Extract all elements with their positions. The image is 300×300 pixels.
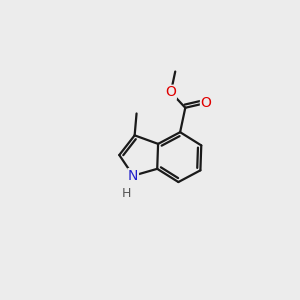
Text: N: N: [128, 169, 138, 183]
Text: O: O: [200, 96, 211, 110]
Text: O: O: [165, 85, 176, 99]
Text: H: H: [122, 187, 131, 200]
